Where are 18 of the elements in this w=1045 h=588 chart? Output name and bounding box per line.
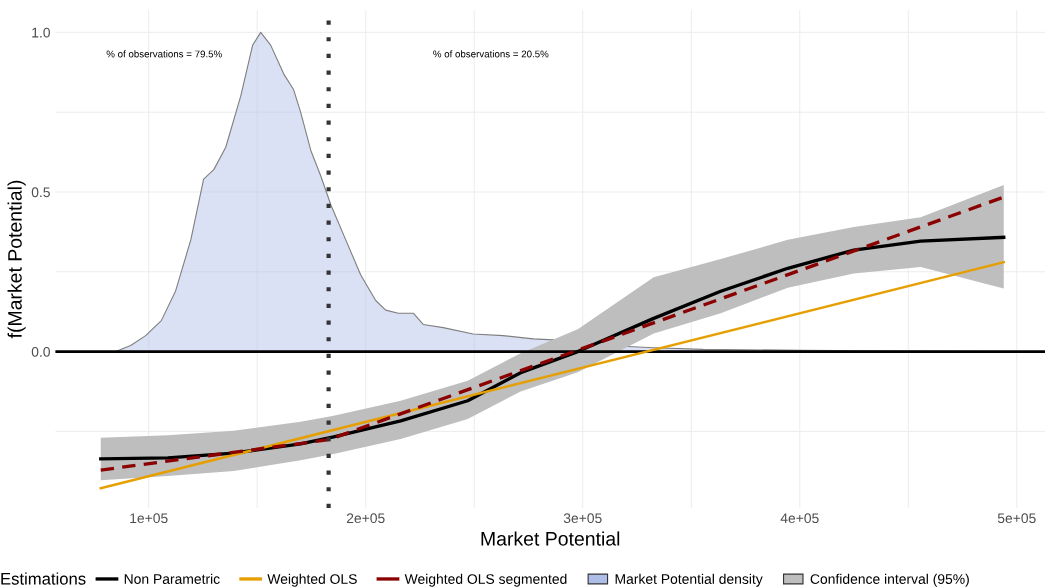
legend-label: Weighted OLS (267, 573, 357, 587)
legend-label: Non Parametric (124, 573, 220, 584)
x-axis-title: Market Potential (481, 531, 620, 546)
y-tick-label: 0.5 (31, 187, 50, 198)
y-axis-title: f(Market Potential) (7, 180, 26, 339)
legend-label: Confidence interval (95%) (810, 573, 969, 587)
legend-title: Estimations (1, 572, 86, 585)
y-tick-label: 1.0 (32, 27, 50, 38)
x-tick-label: 3e+05 (563, 513, 602, 524)
legend-label: Weighted OLS segmented (404, 573, 567, 587)
legend-label: Market Potential density (615, 573, 763, 587)
y-tick-label: 0.0 (31, 346, 50, 357)
annotation: % of observations = 79.5% (106, 50, 222, 58)
x-tick-label: 2e+05 (346, 513, 385, 524)
annotation: % of observations = 20.5% (433, 50, 549, 58)
x-tick-label: 5e+05 (997, 513, 1036, 524)
x-tick-label: 4e+05 (780, 513, 819, 524)
x-tick-label: 1e+05 (130, 513, 168, 524)
